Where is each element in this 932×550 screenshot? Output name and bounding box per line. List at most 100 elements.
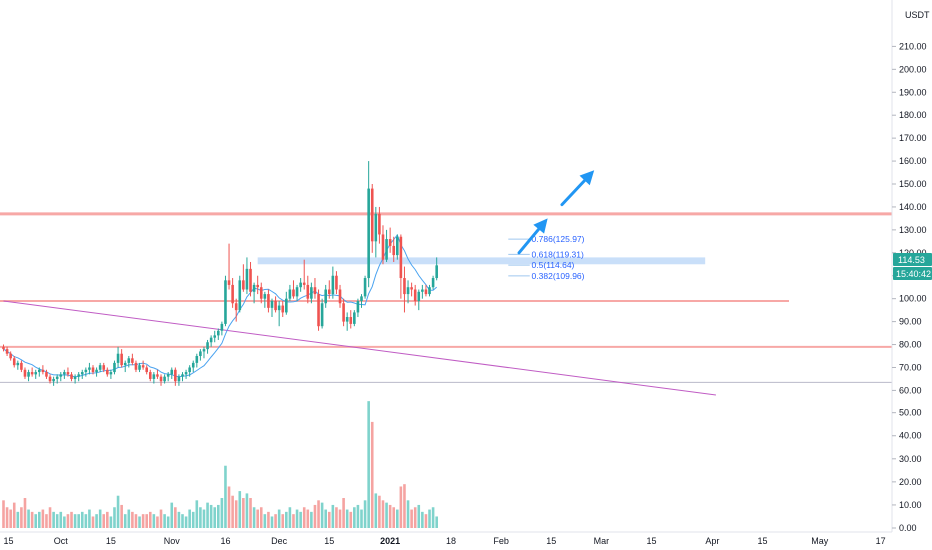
- candle-body: [102, 365, 106, 370]
- volume-bar: [9, 509, 12, 528]
- time-scale[interactable]: 15 Oct 15 Nov 16 Dec 15 2021 18 Feb 15 Mar 15 Apr 15 Ma…: [4, 536, 886, 546]
- volume-bar: [435, 516, 438, 528]
- volume-bar: [370, 421, 374, 528]
- volume-bar: [213, 507, 217, 528]
- candle: [227, 243, 231, 290]
- volume-bar: [306, 509, 310, 528]
- candle-body: [91, 367, 95, 373]
- candle-body: [109, 372, 113, 375]
- volume-bar: [16, 511, 20, 528]
- candle: [16, 360, 20, 370]
- arrow-head: [579, 170, 595, 186]
- volume-bar: [378, 495, 381, 528]
- candle: [256, 275, 259, 295]
- candle: [349, 310, 353, 329]
- candle-body: [209, 337, 213, 343]
- candle-body: [84, 369, 88, 373]
- volume-bar: [177, 511, 181, 528]
- volume-bar: [360, 509, 363, 528]
- candle: [166, 372, 170, 382]
- volume-tick-label: 20.00: [899, 477, 922, 487]
- volume-bar: [77, 514, 80, 528]
- volume-bar: [385, 502, 388, 528]
- candle: [2, 344, 5, 352]
- candle-body: [285, 298, 288, 313]
- volume-bar: [424, 514, 428, 528]
- candle-body: [227, 280, 231, 285]
- price-scale[interactable]: 210.00 200.00 190.00 180.00 170.00 160.00 150.…: [892, 41, 927, 395]
- candle-body: [70, 374, 73, 379]
- candle-body: [363, 278, 367, 297]
- volume-bar: [166, 516, 170, 528]
- volume-bar: [148, 511, 152, 528]
- candle: [45, 369, 48, 379]
- price-tick-label: 180.00: [899, 110, 927, 120]
- volume-bar: [242, 498, 245, 528]
- candle: [70, 372, 73, 382]
- volume-bar: [331, 504, 335, 528]
- candle-body: [410, 287, 413, 290]
- candle: [9, 351, 12, 361]
- time-tick-label: May: [811, 536, 829, 546]
- fib-level-label: 0.618(119.31): [532, 249, 584, 259]
- candle: [145, 365, 148, 375]
- volume-bar: [199, 507, 202, 528]
- candle: [163, 374, 166, 384]
- volume-bar: [152, 514, 156, 528]
- volume-bar: [428, 509, 431, 528]
- volume-bar: [38, 511, 41, 528]
- candle: [410, 282, 413, 297]
- candle-body: [345, 317, 349, 322]
- candle-body: [242, 280, 245, 290]
- candle-body: [188, 367, 191, 373]
- volume-bar: [131, 511, 134, 528]
- candle: [403, 266, 406, 313]
- candle-body: [396, 236, 399, 256]
- candle: [353, 310, 356, 327]
- candle: [327, 280, 331, 299]
- candle-body: [263, 294, 267, 299]
- candle: [310, 282, 313, 304]
- candle: [116, 346, 120, 368]
- candle-body: [299, 282, 302, 288]
- currency-label: USDT: [905, 10, 930, 20]
- trendline: [3, 300, 716, 396]
- volume-bar: [91, 516, 95, 528]
- candle-body: [166, 374, 170, 377]
- candle: [360, 294, 363, 308]
- countdown-value: 15:40:42: [896, 269, 931, 279]
- volume-bar: [356, 504, 360, 528]
- volume-bar: [116, 495, 120, 528]
- candle-body: [431, 278, 435, 288]
- candle: [27, 369, 30, 382]
- candle-body: [202, 349, 206, 352]
- candle: [338, 284, 342, 308]
- volume-bar: [109, 516, 113, 528]
- candle-body: [302, 282, 306, 285]
- current-price-value: 114.53: [898, 255, 925, 265]
- volume-bar: [181, 514, 184, 528]
- target-arrow: [517, 218, 548, 255]
- fibonacci-retracement: 0.786(125.97) 0.618(119.31)0.5(114.64)0.3…: [508, 234, 585, 281]
- candle: [59, 372, 63, 382]
- candle: [270, 298, 274, 318]
- candle-body: [148, 372, 152, 379]
- volume-tick-label: 40.00: [899, 431, 922, 441]
- candle: [428, 284, 431, 297]
- price-tick-label: 160.00: [899, 156, 927, 166]
- candle-body: [30, 372, 34, 375]
- volume-bar: [163, 514, 166, 528]
- volume-bar: [349, 511, 353, 528]
- candle: [306, 275, 310, 304]
- volume-bar: [320, 502, 324, 528]
- candle: [342, 298, 345, 327]
- candle: [23, 367, 27, 379]
- candle: [159, 374, 163, 386]
- candle-body: [338, 289, 342, 304]
- volume-bar: [98, 509, 102, 528]
- volume-bar: [374, 493, 378, 528]
- candle-body: [392, 245, 396, 256]
- volume-scale: 50.00 40.00 30.00 20.00 10.00 0.00: [892, 408, 922, 533]
- candle-body: [406, 287, 410, 295]
